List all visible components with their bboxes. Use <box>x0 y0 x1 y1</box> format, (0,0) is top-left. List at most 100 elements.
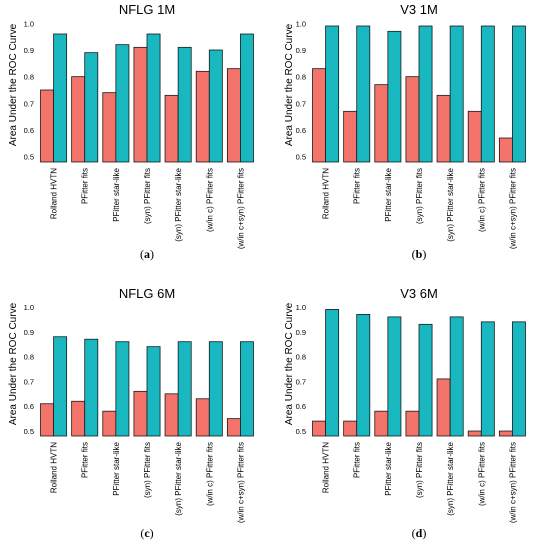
y-tick-label: 0.5 <box>296 427 306 436</box>
bar-series-1-2 <box>71 400 86 437</box>
bar-series-1-5 <box>164 94 179 163</box>
bar-series-1-7 <box>498 430 513 437</box>
y-tick-label: 0.6 <box>24 126 34 135</box>
y-tick-label: 0.7 <box>24 377 34 386</box>
x-category-label: Rolland HVTN <box>322 168 331 219</box>
bar-series-1-6 <box>195 398 210 437</box>
bar-series-2-3 <box>115 341 130 437</box>
bar-series-1-3 <box>102 410 117 437</box>
x-category-label: (syn) PFitter fits <box>143 442 152 498</box>
y-axis-title: Area Under the ROC Curve <box>284 23 295 146</box>
bar-series-2-4 <box>418 323 433 437</box>
bar-series-1-1 <box>40 89 54 163</box>
bar-series-2-5 <box>449 25 464 163</box>
x-category-label: (syn) PFitter fits <box>415 168 424 224</box>
bar-series-1-6 <box>467 110 482 163</box>
bar-series-2-1 <box>325 25 340 163</box>
y-tick-label: 0.9 <box>24 46 34 55</box>
bar-series-2-6 <box>480 321 495 437</box>
y-tick-label: 1.0 <box>296 303 306 312</box>
x-category-label: (w/in c+syn) PFitter fits <box>508 168 517 249</box>
chart-title: NFLG 1M <box>119 2 175 17</box>
y-tick-label: 0.8 <box>296 353 306 362</box>
chart-title: NFLG 6M <box>119 286 175 301</box>
chart-panel-a: NFLG 1M Area Under the ROC Curve 1.0 0.9 0.8… <box>8 2 254 261</box>
x-category-label: (syn) PFitter fits <box>415 442 424 498</box>
bar-series-2-2 <box>356 314 371 437</box>
bar-series-2-4 <box>146 346 161 437</box>
x-category-label: (syn) PFitter star-like <box>174 167 183 241</box>
bar-series-1-2 <box>343 110 358 163</box>
x-category-label: Rolland HVTN <box>322 442 331 493</box>
x-category-label: PFitter fits <box>81 168 90 204</box>
bar-series-1-4 <box>405 410 420 437</box>
y-tick-label: 0.5 <box>24 427 34 436</box>
y-tick-label: 0.5 <box>296 153 306 162</box>
x-category-label: Rolland HVTN <box>50 168 59 219</box>
y-tick-label: 0.6 <box>296 126 306 135</box>
panel-caption: (a) <box>140 247 154 261</box>
y-tick-label: 1.0 <box>296 19 306 28</box>
x-category-label: PFitter fits <box>81 442 90 478</box>
panel-caption: (c) <box>140 526 153 540</box>
x-category-label: Rolland HVTN <box>50 442 59 493</box>
x-category-label: (syn) PFitter fits <box>143 168 152 224</box>
x-category-label: PFitter star-like <box>384 441 393 495</box>
y-tick-label: 0.7 <box>24 99 34 108</box>
y-tick-label: 0.9 <box>296 328 306 337</box>
x-category-label: PFitter fits <box>353 442 362 478</box>
y-tick-label: 0.9 <box>296 46 306 55</box>
bar-series-2-7 <box>240 33 254 163</box>
x-category-label: PFitter star-like <box>384 167 393 221</box>
bar-series-2-5 <box>177 46 192 163</box>
bar-series-1-5 <box>164 393 179 437</box>
bar-series-2-7 <box>512 25 526 163</box>
bar-series-2-2 <box>84 52 99 163</box>
y-tick-label: 0.5 <box>24 153 34 162</box>
y-tick-label: 0.6 <box>296 402 306 411</box>
x-category-label: (syn) PFitter star-like <box>446 167 455 241</box>
bar-series-1-3 <box>374 410 389 437</box>
y-axis-title: Area Under the ROC Curve <box>284 302 295 425</box>
y-tick-label: 0.8 <box>24 353 34 362</box>
bar-series-1-3 <box>102 92 117 163</box>
chart-title: V3 1M <box>400 2 438 17</box>
x-category-label: PFitter fits <box>353 168 362 204</box>
bar-series-2-7 <box>512 321 526 437</box>
x-category-label: (w/in c) PFitter fits <box>205 442 214 506</box>
bar-series-1-7 <box>226 68 241 163</box>
y-tick-label: 0.8 <box>24 73 34 82</box>
bar-series-1-2 <box>71 76 86 163</box>
x-category-label: (w/in c+syn) PFitter fits <box>508 442 517 523</box>
y-tick-label: 0.9 <box>24 328 34 337</box>
bar-series-2-5 <box>177 341 192 437</box>
bar-series-1-6 <box>467 430 482 437</box>
bar-series-1-2 <box>343 420 358 437</box>
x-category-label: (w/in c+syn) PFitter fits <box>236 442 245 523</box>
bar-series-2-3 <box>115 44 130 163</box>
y-axis-title: Area Under the ROC Curve <box>8 302 19 425</box>
bar-series-2-5 <box>449 316 464 437</box>
y-tick-label: 0.7 <box>296 99 306 108</box>
bar-series-1-1 <box>312 420 326 437</box>
bar-series-1-7 <box>226 418 241 437</box>
bar-series-2-6 <box>480 25 495 163</box>
x-category-label: (w/in c) PFitter fits <box>205 168 214 232</box>
bar-series-2-1 <box>53 33 68 163</box>
bar-series-1-5 <box>436 378 451 437</box>
bar-series-2-6 <box>208 49 223 163</box>
bar-series-2-1 <box>53 336 68 437</box>
x-category-label: (w/in c+syn) PFitter fits <box>236 168 245 249</box>
chart-panel-c: NFLG 6M Area Under the ROC Curve 1.0 0.9 0.8… <box>8 286 254 540</box>
panel-caption: (b) <box>412 247 427 261</box>
bar-series-2-3 <box>387 30 402 163</box>
y-tick-label: 1.0 <box>24 19 34 28</box>
y-tick-label: 0.7 <box>296 377 306 386</box>
y-tick-label: 1.0 <box>24 303 34 312</box>
panel-caption: (d) <box>412 526 427 540</box>
bar-series-1-1 <box>312 68 326 163</box>
bar-series-2-2 <box>84 338 99 437</box>
x-category-label: (w/in c) PFitter fits <box>477 168 486 232</box>
